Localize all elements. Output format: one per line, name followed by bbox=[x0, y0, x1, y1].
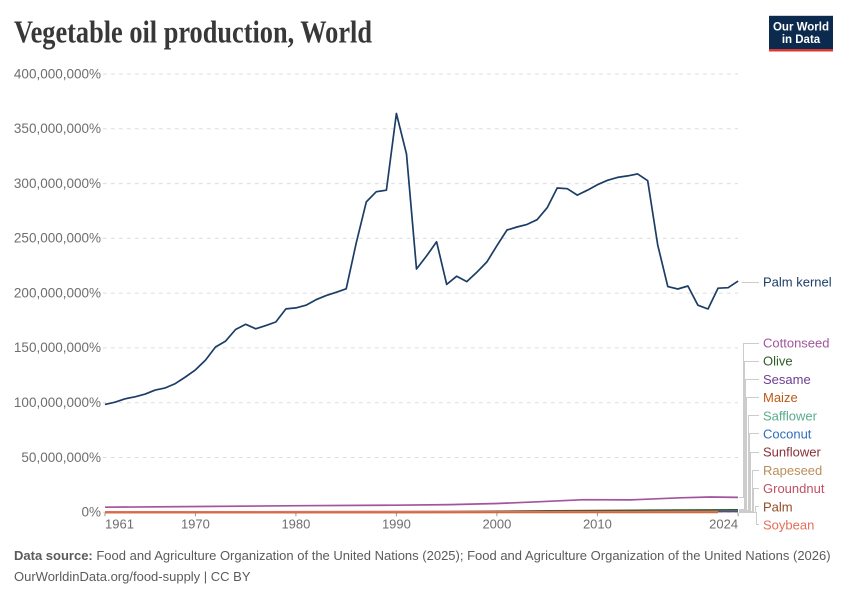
svg-text:Data source: Food and Agricult: Data source: Food and Agriculture Organi… bbox=[14, 548, 831, 563]
svg-text:1990: 1990 bbox=[382, 517, 411, 532]
svg-text:Coconut: Coconut bbox=[763, 427, 812, 442]
svg-text:200,000,000%: 200,000,000% bbox=[14, 285, 101, 300]
svg-text:100,000,000%: 100,000,000% bbox=[14, 395, 101, 410]
svg-text:2024: 2024 bbox=[709, 517, 738, 532]
svg-text:Palm kernel: Palm kernel bbox=[763, 275, 832, 290]
svg-text:Olive: Olive bbox=[763, 354, 793, 369]
svg-text:1980: 1980 bbox=[281, 517, 310, 532]
svg-text:2000: 2000 bbox=[482, 517, 511, 532]
svg-text:50,000,000%: 50,000,000% bbox=[21, 450, 101, 465]
svg-text:400,000,000%: 400,000,000% bbox=[14, 66, 101, 81]
svg-text:Palm: Palm bbox=[763, 499, 793, 514]
svg-text:Our World: Our World bbox=[773, 22, 829, 34]
svg-text:1970: 1970 bbox=[181, 517, 210, 532]
svg-text:in Data: in Data bbox=[782, 34, 821, 46]
svg-text:Vegetable oil production, Worl: Vegetable oil production, World bbox=[14, 15, 372, 50]
svg-text:Maize: Maize bbox=[763, 390, 798, 405]
svg-text:250,000,000%: 250,000,000% bbox=[14, 231, 101, 246]
svg-text:Groundnut: Groundnut bbox=[763, 481, 825, 496]
svg-text:Sunflower: Sunflower bbox=[763, 445, 821, 460]
svg-text:300,000,000%: 300,000,000% bbox=[14, 176, 101, 191]
svg-text:1961: 1961 bbox=[105, 517, 134, 532]
svg-text:2010: 2010 bbox=[583, 517, 612, 532]
svg-text:Cottonseed: Cottonseed bbox=[763, 336, 830, 351]
svg-text:Rapeseed: Rapeseed bbox=[763, 463, 822, 478]
svg-text:Safflower: Safflower bbox=[763, 408, 818, 423]
svg-text:Soybean: Soybean bbox=[763, 518, 814, 533]
svg-text:350,000,000%: 350,000,000% bbox=[14, 121, 101, 136]
svg-text:OurWorldinData.org/food-supply: OurWorldinData.org/food-supply | CC BY bbox=[14, 569, 251, 584]
svg-text:150,000,000%: 150,000,000% bbox=[14, 340, 101, 355]
svg-text:0%: 0% bbox=[81, 504, 101, 519]
svg-text:Sesame: Sesame bbox=[763, 372, 811, 387]
